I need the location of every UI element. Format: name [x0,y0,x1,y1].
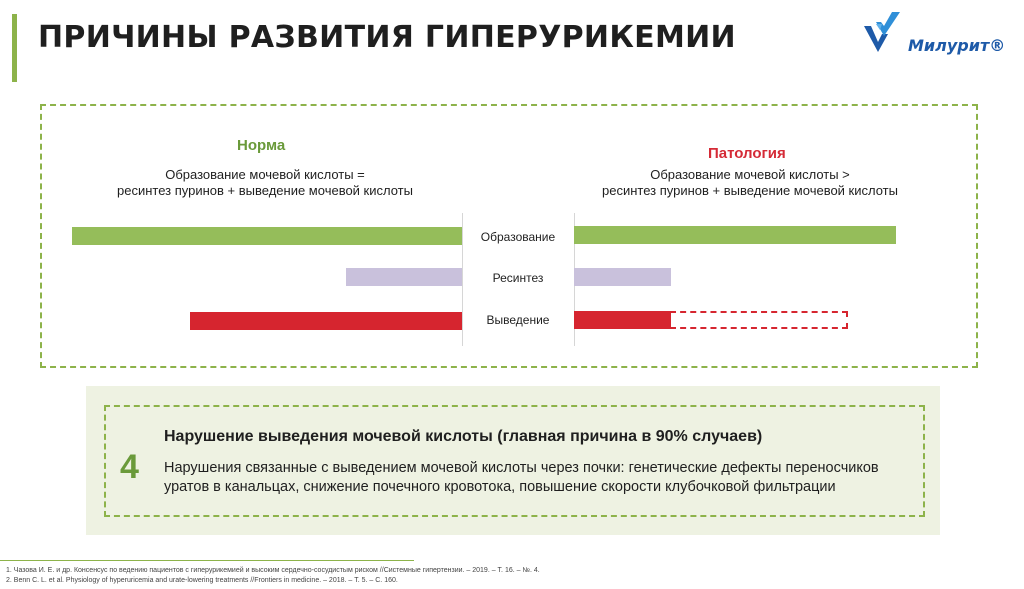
row-label-formation: Образование [480,230,556,244]
left-divider [462,213,463,346]
norm-formula-line1: Образование мочевой кислоты = [165,167,365,182]
reference-2: 2. Benn C. L. et al. Physiology of hyper… [6,576,398,584]
pathology-resynthesis-bar [574,268,671,286]
comparison-panel [40,104,978,368]
row-label-excretion: Выведение [486,313,550,327]
logo-text: Милурит® [908,36,1006,55]
cause-title: Нарушение выведения мочевой кислоты (гла… [164,428,763,445]
page-title: ПРИЧИНЫ РАЗВИТИЯ ГИПЕРУРИКЕМИИ [38,20,736,55]
pathology-excretion-bar [574,311,671,329]
cause-panel [104,405,925,517]
row-label-resynthesis: Ресинтез [492,271,544,285]
norm-formation-bar [72,227,462,245]
reference-1: 1. Чазова И. Е. и др. Консенсус по веден… [6,567,540,574]
footnote-divider [0,560,414,561]
pathology-formula: Образование мочевой кислоты > ресинтез п… [580,167,920,199]
cause-description: Нарушения связанные с выведением мочевой… [164,460,879,495]
norm-formula-line2: ресинтез пуринов + выведение мочевой кис… [117,183,413,198]
logo-checkmark-icon [864,12,900,52]
norm-formula: Образование мочевой кислоты = ресинтез п… [80,167,450,199]
norm-excretion-bar [190,312,462,330]
title-accent-bar [12,14,17,82]
references: 1. Чазова И. Е. и др. Консенсус по веден… [6,566,540,585]
pathology-formula-line2: ресинтез пуринов + выведение мочевой кис… [602,183,898,198]
cause-panel-background [86,386,940,535]
pathology-heading: Патология [708,145,786,162]
norm-resynthesis-bar [346,268,462,286]
pathology-formula-line1: Образование мочевой кислоты > [650,167,850,182]
norm-heading: Норма [237,137,286,154]
pathology-formation-bar [574,226,896,244]
milurit-logo: Милурит® [862,12,1012,58]
cause-number: 4 [120,448,139,486]
pathology-excretion-deficit [670,311,848,329]
